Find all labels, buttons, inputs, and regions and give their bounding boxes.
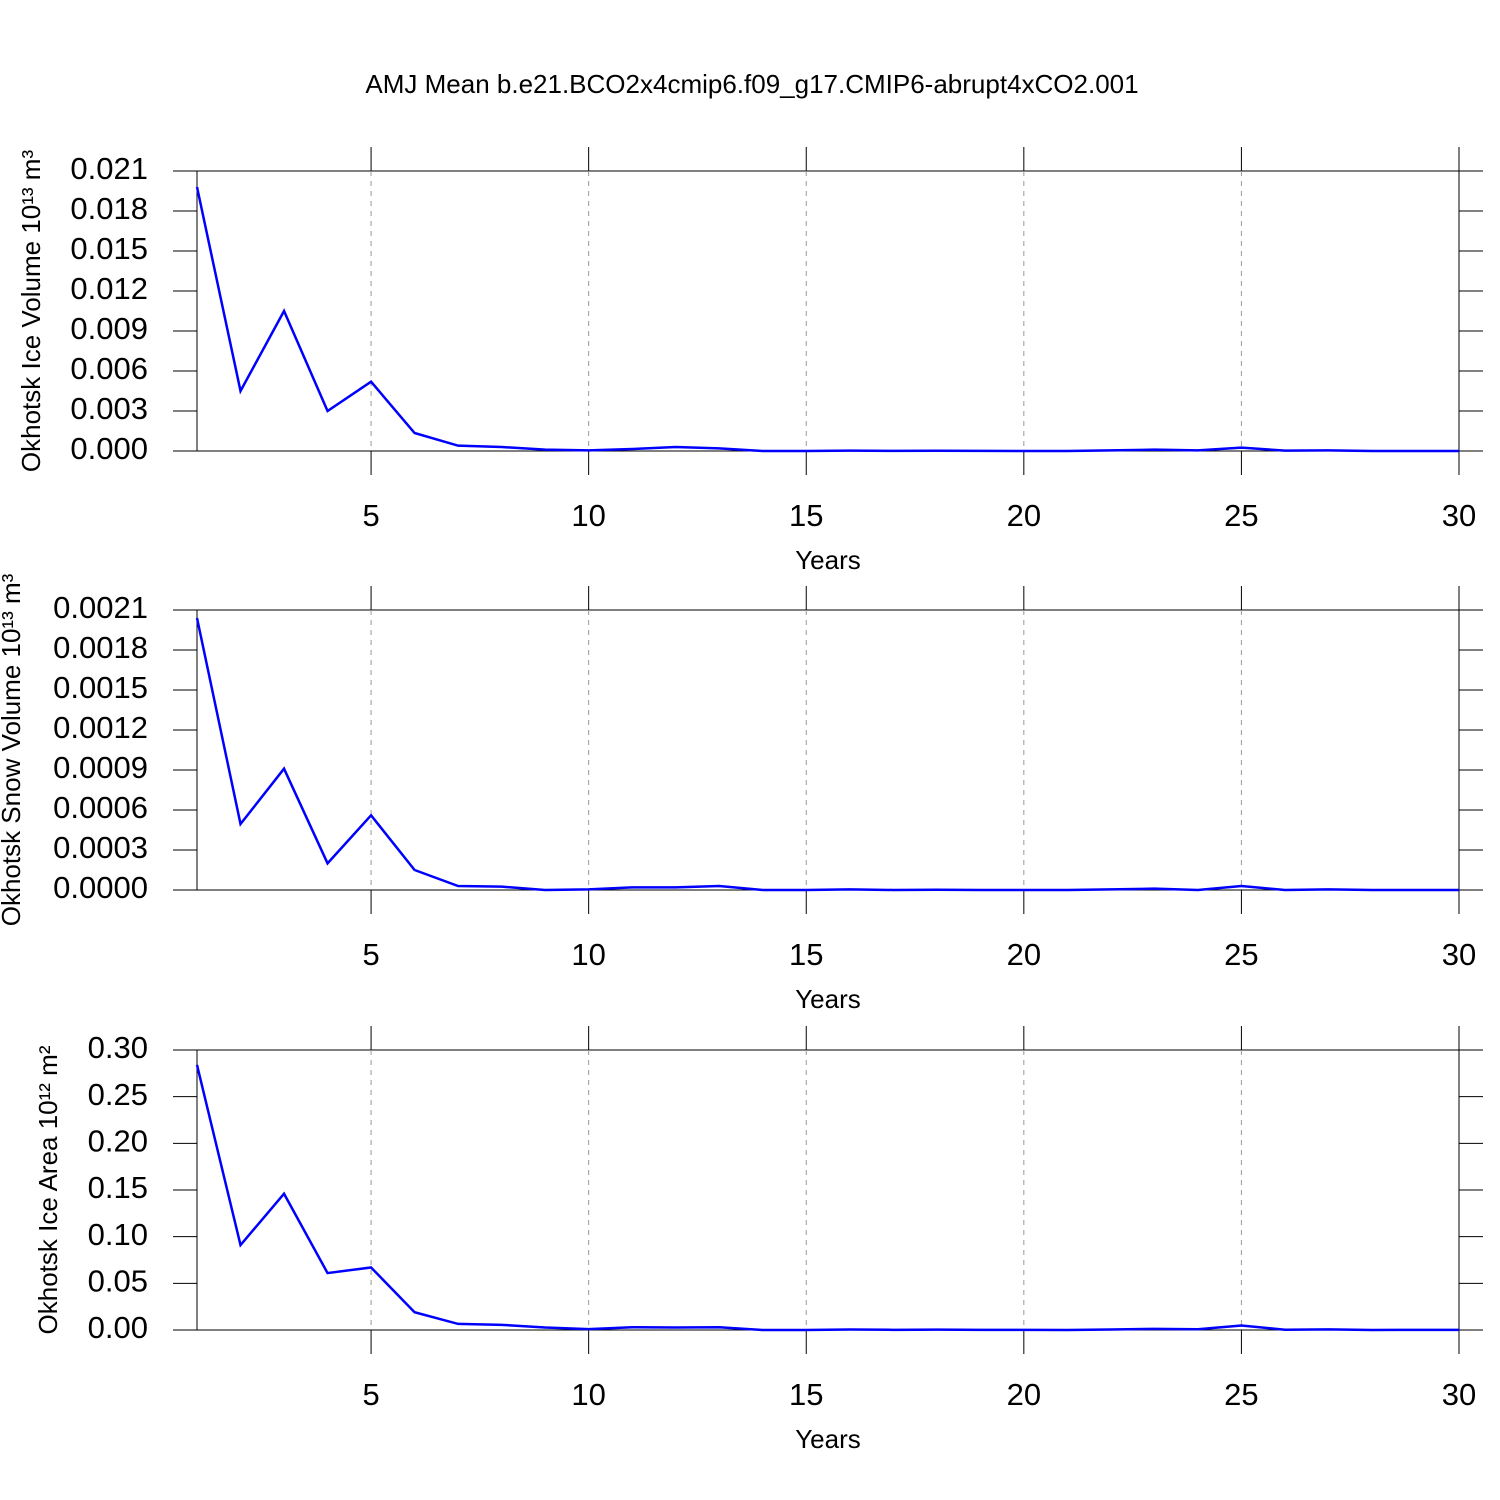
x-tick-label: 5 [362, 1377, 379, 1412]
x-tick-label: 20 [1007, 1377, 1041, 1412]
y-tick-label: 0.10 [88, 1217, 148, 1252]
x-tick-label: 20 [1007, 937, 1041, 972]
x-tick-label: 10 [571, 498, 605, 533]
y-tick-label: 0.30 [88, 1030, 148, 1065]
y-tick-label: 0.0009 [53, 750, 148, 785]
data-line [195, 186, 1459, 453]
x-tick-label: 15 [789, 1377, 823, 1412]
y-tick-label: 0.015 [70, 231, 148, 266]
x-tick-label: 15 [789, 937, 823, 972]
x-axis-label: Years [795, 1424, 861, 1454]
y-tick-label: 0.0015 [53, 670, 148, 705]
y-axis-label: Okhotsk Snow Volume 10¹³ m³ [0, 573, 26, 926]
x-axis-label: Years [795, 545, 861, 575]
x-tick-label: 10 [571, 937, 605, 972]
x-tick-label: 30 [1442, 1377, 1476, 1412]
y-tick-label: 0.012 [70, 271, 148, 306]
x-tick-label: 25 [1224, 937, 1258, 972]
y-tick-label: 0.006 [70, 351, 148, 386]
y-tick-label: 0.0003 [53, 830, 148, 865]
x-tick-label: 30 [1442, 937, 1476, 972]
y-tick-label: 0.0012 [53, 710, 148, 745]
y-tick-label: 0.021 [70, 151, 148, 186]
plot-frame [196, 1049, 1460, 1331]
y-tick-label: 0.15 [88, 1170, 148, 1205]
x-tick-label: 30 [1442, 498, 1476, 533]
y-tick-label: 0.003 [70, 391, 148, 426]
y-axis-label: Okhotsk Ice Area 10¹² m² [33, 1045, 63, 1334]
y-tick-label: 0.0021 [53, 590, 148, 625]
y-tick-label: 0.0000 [53, 870, 148, 905]
x-tick-label: 15 [789, 498, 823, 533]
plot-frame [196, 609, 1460, 891]
y-tick-label: 0.00 [88, 1310, 148, 1345]
y-tick-label: 0.0006 [53, 790, 148, 825]
x-tick-label: 10 [571, 1377, 605, 1412]
plot-frame [196, 170, 1460, 452]
data-line [195, 617, 1459, 892]
y-tick-label: 0.0018 [53, 630, 148, 665]
x-tick-label: 20 [1007, 498, 1041, 533]
x-tick-label: 5 [362, 498, 379, 533]
y-tick-label: 0.000 [70, 431, 148, 466]
x-tick-label: 25 [1224, 1377, 1258, 1412]
x-tick-label: 5 [362, 937, 379, 972]
y-axis-label: Okhotsk Ice Volume 10¹³ m³ [16, 150, 46, 473]
y-tick-label: 0.05 [88, 1264, 148, 1299]
y-tick-label: 0.25 [88, 1077, 148, 1112]
x-axis-label: Years [795, 984, 861, 1014]
x-tick-label: 25 [1224, 498, 1258, 533]
y-tick-label: 0.009 [70, 311, 148, 346]
y-tick-label: 0.018 [70, 191, 148, 226]
data-line [195, 1064, 1459, 1332]
y-tick-label: 0.20 [88, 1124, 148, 1159]
figure-title: AMJ Mean b.e21.BCO2x4cmip6.f09_g17.CMIP6… [365, 69, 1138, 99]
